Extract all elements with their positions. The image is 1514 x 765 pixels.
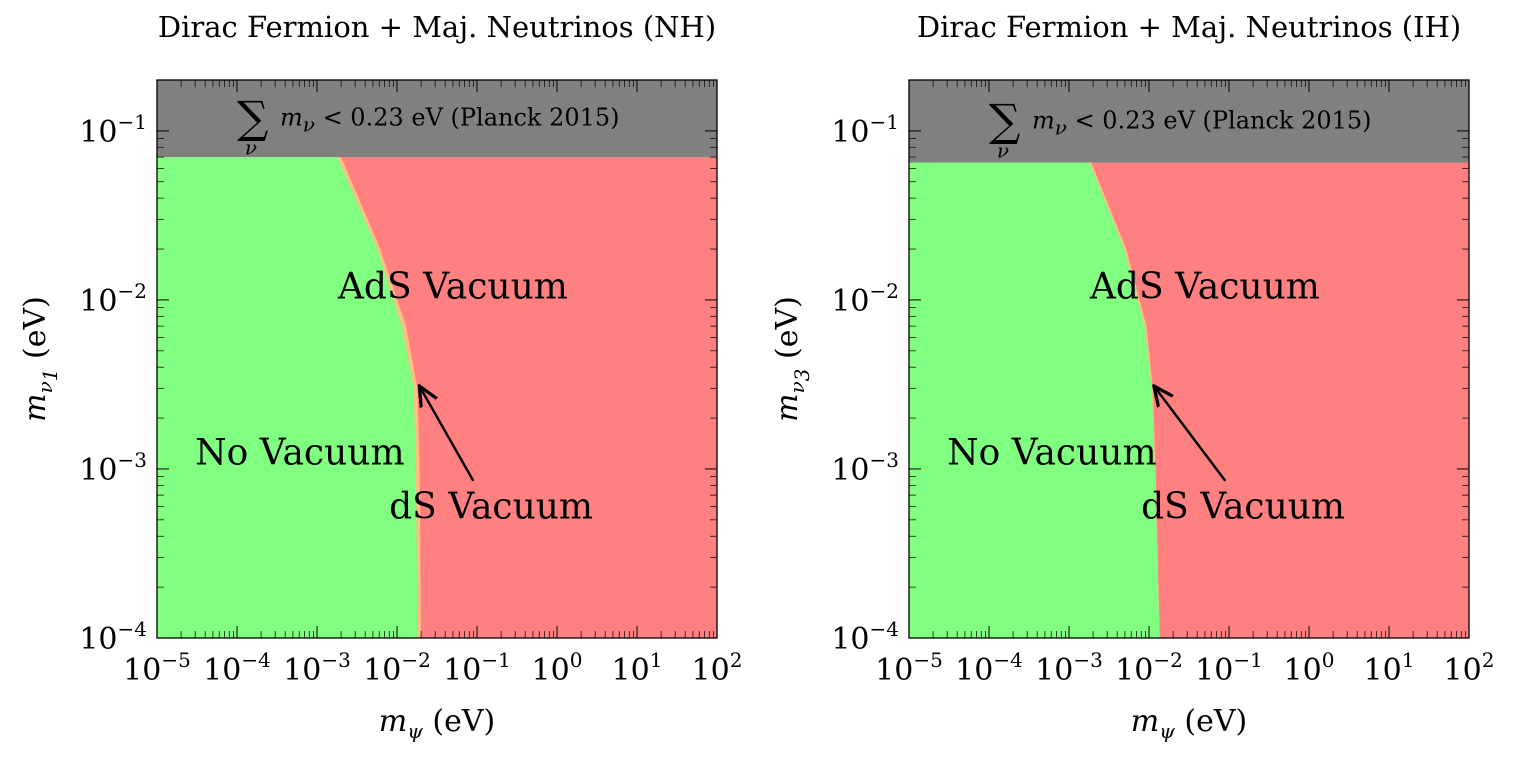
planck-sum-symbol: ∑ xyxy=(989,95,1020,146)
planck-limit-label: mν < 0.23 eV (Planck 2015) xyxy=(1032,106,1372,139)
x-tick-label: 102 xyxy=(1444,648,1495,688)
y-tick-label: 10−3 xyxy=(79,448,147,488)
ds-vacuum-arrow xyxy=(419,386,475,482)
x-tick-label: 10−3 xyxy=(283,648,351,688)
ads-vacuum-label: AdS Vacuum xyxy=(1089,267,1320,308)
x-tick-label: 102 xyxy=(692,648,743,688)
ds-vacuum-label: dS Vacuum xyxy=(1141,486,1345,527)
y-tick-label: 10−4 xyxy=(79,617,147,657)
ds-vacuum-arrow xyxy=(1154,386,1227,482)
region-no-vacuum xyxy=(909,162,1160,639)
plot-frame xyxy=(156,79,718,639)
x-tick-label: 100 xyxy=(532,648,583,688)
region-planck-excluded xyxy=(157,80,717,158)
planck-sum-symbol: ∑ xyxy=(237,93,268,144)
minor-ticks xyxy=(157,80,717,638)
ads-vacuum-label: AdS Vacuum xyxy=(337,267,568,308)
minor-ticks xyxy=(909,80,1469,638)
planck-sum-index: ν xyxy=(245,136,257,160)
x-tick-label: 10−3 xyxy=(1035,648,1103,688)
chart-panel-1: 10−5 10−4 10−3 10−2 10−1 100 101 10210−410−310−… xyxy=(18,10,742,743)
x-tick-label: 101 xyxy=(612,648,663,688)
ds-vacuum-label: dS Vacuum xyxy=(389,486,593,527)
y-tick-label: 10−3 xyxy=(831,448,899,488)
x-axis-label: mψ (eV) xyxy=(1131,704,1248,743)
x-tick-label: 101 xyxy=(1364,648,1415,688)
chart-title: Dirac Fermion + Maj. Neutrinos (IH) xyxy=(917,10,1461,44)
chart-panel-2: 10−5 10−4 10−3 10−2 10−1 100 101 10210−410−310−… xyxy=(770,10,1494,743)
y-axis-label: mν1 (eV) xyxy=(18,296,62,422)
region-no-vacuum xyxy=(157,157,418,639)
x-tick-label: 10−1 xyxy=(1195,648,1263,688)
plot-frame xyxy=(908,79,1470,639)
x-tick-label: 10−4 xyxy=(955,648,1023,688)
x-tick-label: 10−5 xyxy=(123,648,191,688)
y-tick-label: 10−2 xyxy=(831,279,899,319)
no-vacuum-label: No Vacuum xyxy=(195,433,404,474)
x-tick-label: 10−2 xyxy=(363,648,431,688)
y-tick-label: 10−1 xyxy=(831,110,899,150)
no-vacuum-label: No Vacuum xyxy=(947,433,1156,474)
y-axis-label: mν3 (eV) xyxy=(770,296,814,422)
planck-limit-label: mν < 0.23 eV (Planck 2015) xyxy=(280,104,620,137)
x-tick-label: 100 xyxy=(1284,648,1335,688)
x-tick-label: 10−2 xyxy=(1115,648,1183,688)
x-tick-label: 10−4 xyxy=(203,648,271,688)
y-tick-label: 10−2 xyxy=(79,279,147,319)
y-tick-label: 10−1 xyxy=(79,110,147,150)
planck-sum-index: ν xyxy=(997,138,1009,162)
y-tick-label: 10−4 xyxy=(831,617,899,657)
region-planck-excluded xyxy=(909,80,1469,163)
x-axis-label: mψ (eV) xyxy=(379,704,496,743)
region-ds-vacuum xyxy=(337,157,422,639)
x-tick-label: 10−5 xyxy=(875,648,943,688)
chart-title: Dirac Fermion + Maj. Neutrinos (NH) xyxy=(158,10,716,44)
x-tick-label: 10−1 xyxy=(443,648,511,688)
